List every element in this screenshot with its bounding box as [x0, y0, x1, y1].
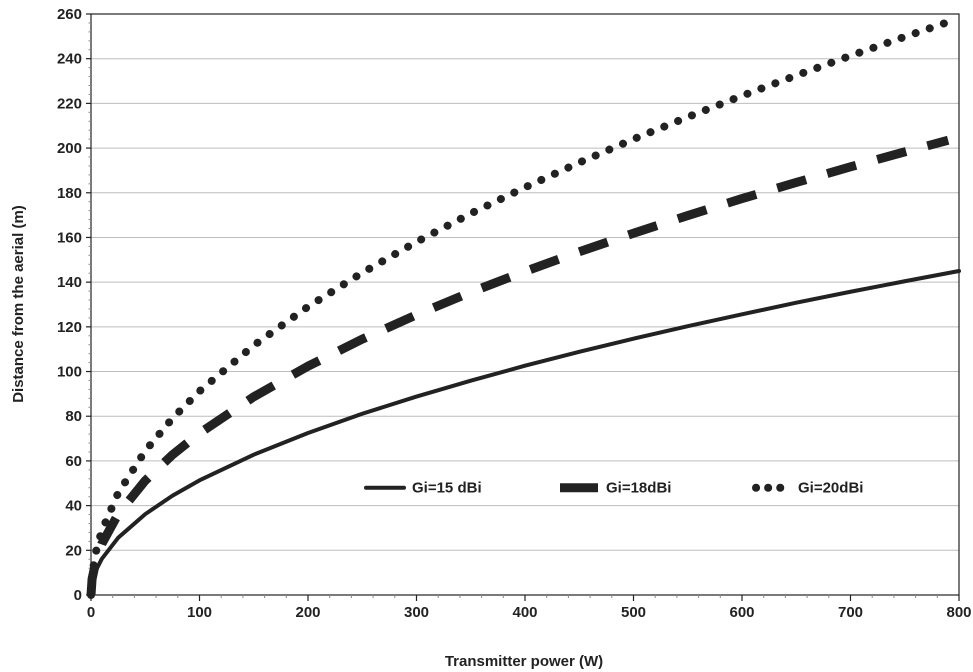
x-axis-title: Transmitter power (W)	[445, 653, 603, 670]
x-tick-label: 0	[87, 604, 95, 621]
legend-label: Gi=20dBi	[798, 480, 863, 497]
y-tick-label: 200	[57, 140, 82, 157]
x-tick-label: 800	[946, 604, 971, 621]
y-tick-label: 180	[57, 185, 82, 202]
x-tick-label: 200	[295, 604, 320, 621]
legend-item: Gi=20dBi	[752, 480, 863, 497]
legend: Gi=15 dBi Gi=18dBi Gi=20dBi	[364, 480, 863, 497]
y-tick-label: 0	[74, 587, 82, 604]
plot-frame	[90, 13, 960, 596]
legend-item: Gi=18dBi	[560, 480, 671, 497]
series-lines	[86, 18, 961, 599]
x-tick-label: 100	[187, 604, 212, 621]
y-tick-label: 240	[57, 51, 82, 68]
y-tick-label: 120	[57, 319, 82, 336]
y-tick-label: 100	[57, 364, 82, 381]
series-line-dotted	[87, 18, 953, 599]
legend-item: Gi=15 dBi	[364, 480, 482, 497]
y-tick-label: 260	[57, 6, 82, 23]
axes	[86, 13, 960, 601]
series-line-dashed	[86, 135, 950, 596]
y-tick-label: 60	[65, 453, 82, 470]
y-tick-label: 220	[57, 95, 82, 112]
y-tick-label: 40	[65, 498, 82, 515]
y-tick-label: 140	[57, 274, 82, 291]
legend-label: Gi=18dBi	[606, 480, 671, 497]
x-tick-label: 500	[621, 604, 646, 621]
tick-labels: 0 20 40 60 80 100 120 140 160 180 200 220 240 260 0 100…	[57, 6, 972, 621]
x-tick-label: 700	[838, 604, 863, 621]
legend-label: Gi=15 dBi	[412, 480, 482, 497]
x-tick-label: 300	[404, 604, 429, 621]
y-tick-label: 160	[57, 229, 82, 246]
x-tick-label: 400	[512, 604, 537, 621]
x-tick-label: 600	[729, 604, 754, 621]
y-axis-title: Distance from the aerial (m)	[10, 205, 27, 403]
y-tick-label: 20	[65, 542, 82, 559]
series-line-solid	[89, 268, 961, 597]
y-tick-label: 80	[65, 408, 82, 425]
